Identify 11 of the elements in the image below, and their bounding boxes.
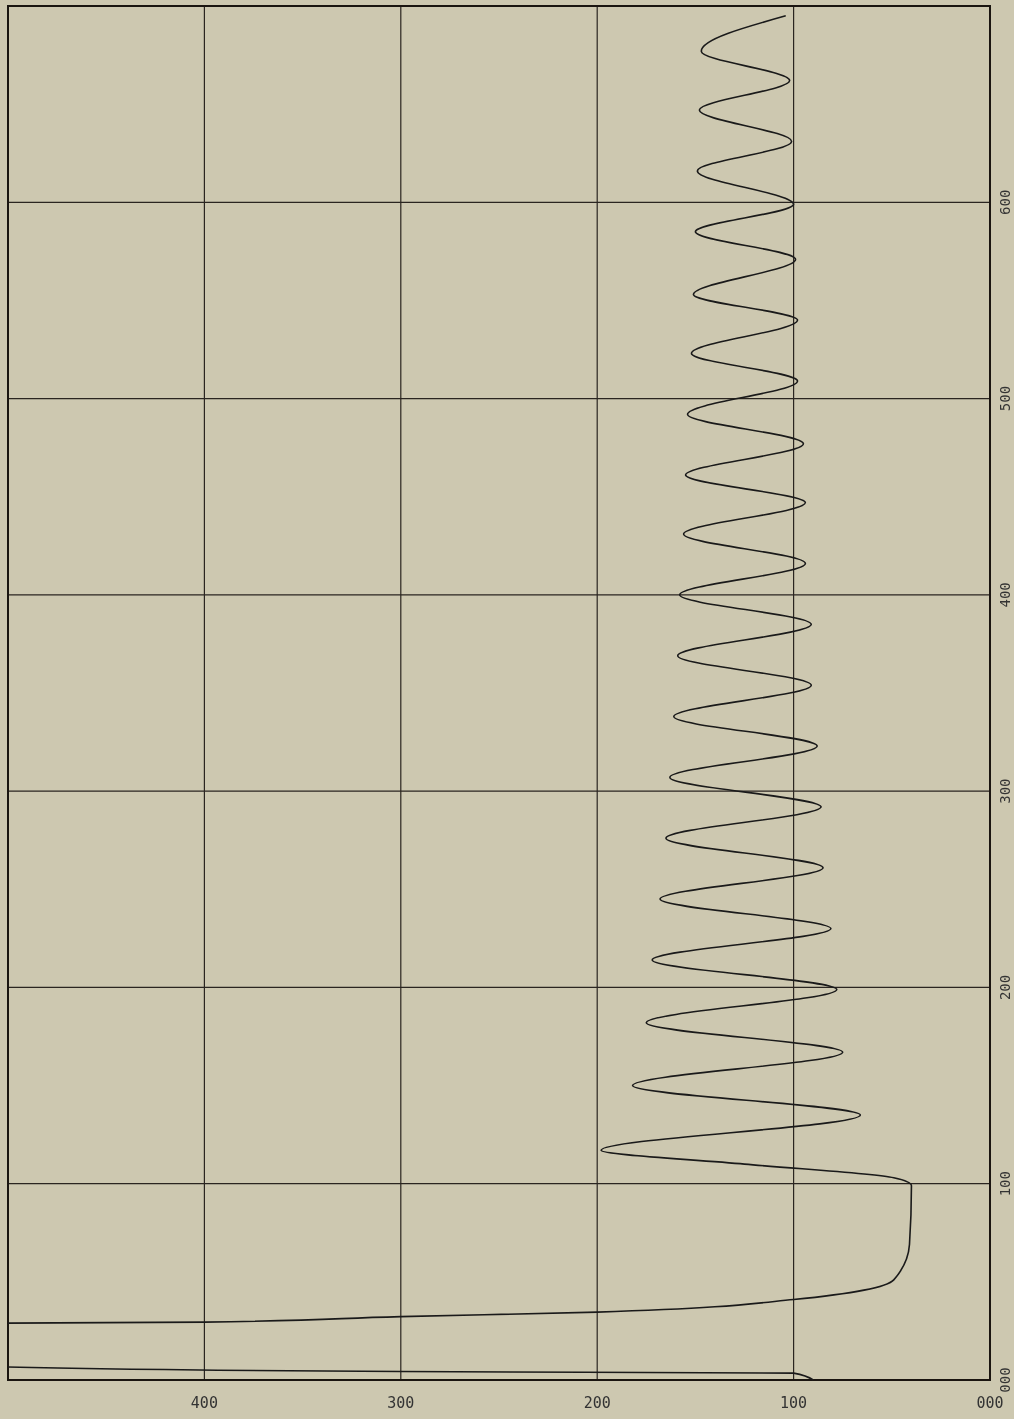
x-tick-label: 300: [387, 1394, 415, 1412]
y-tick-label: 400: [997, 582, 1013, 608]
y-tick-label: 600: [997, 189, 1013, 215]
y-tick-label: 200: [997, 974, 1013, 1001]
y-tick-label: 500: [997, 385, 1013, 412]
y-tick-label: 300: [997, 778, 1013, 804]
x-tick-label: 200: [583, 1394, 611, 1412]
x-tick-label: 400: [190, 1394, 218, 1412]
y-tick-label: 100: [997, 1171, 1013, 1197]
x-tick-label: 100: [780, 1394, 808, 1412]
y-tick-label: 000: [997, 1367, 1013, 1393]
